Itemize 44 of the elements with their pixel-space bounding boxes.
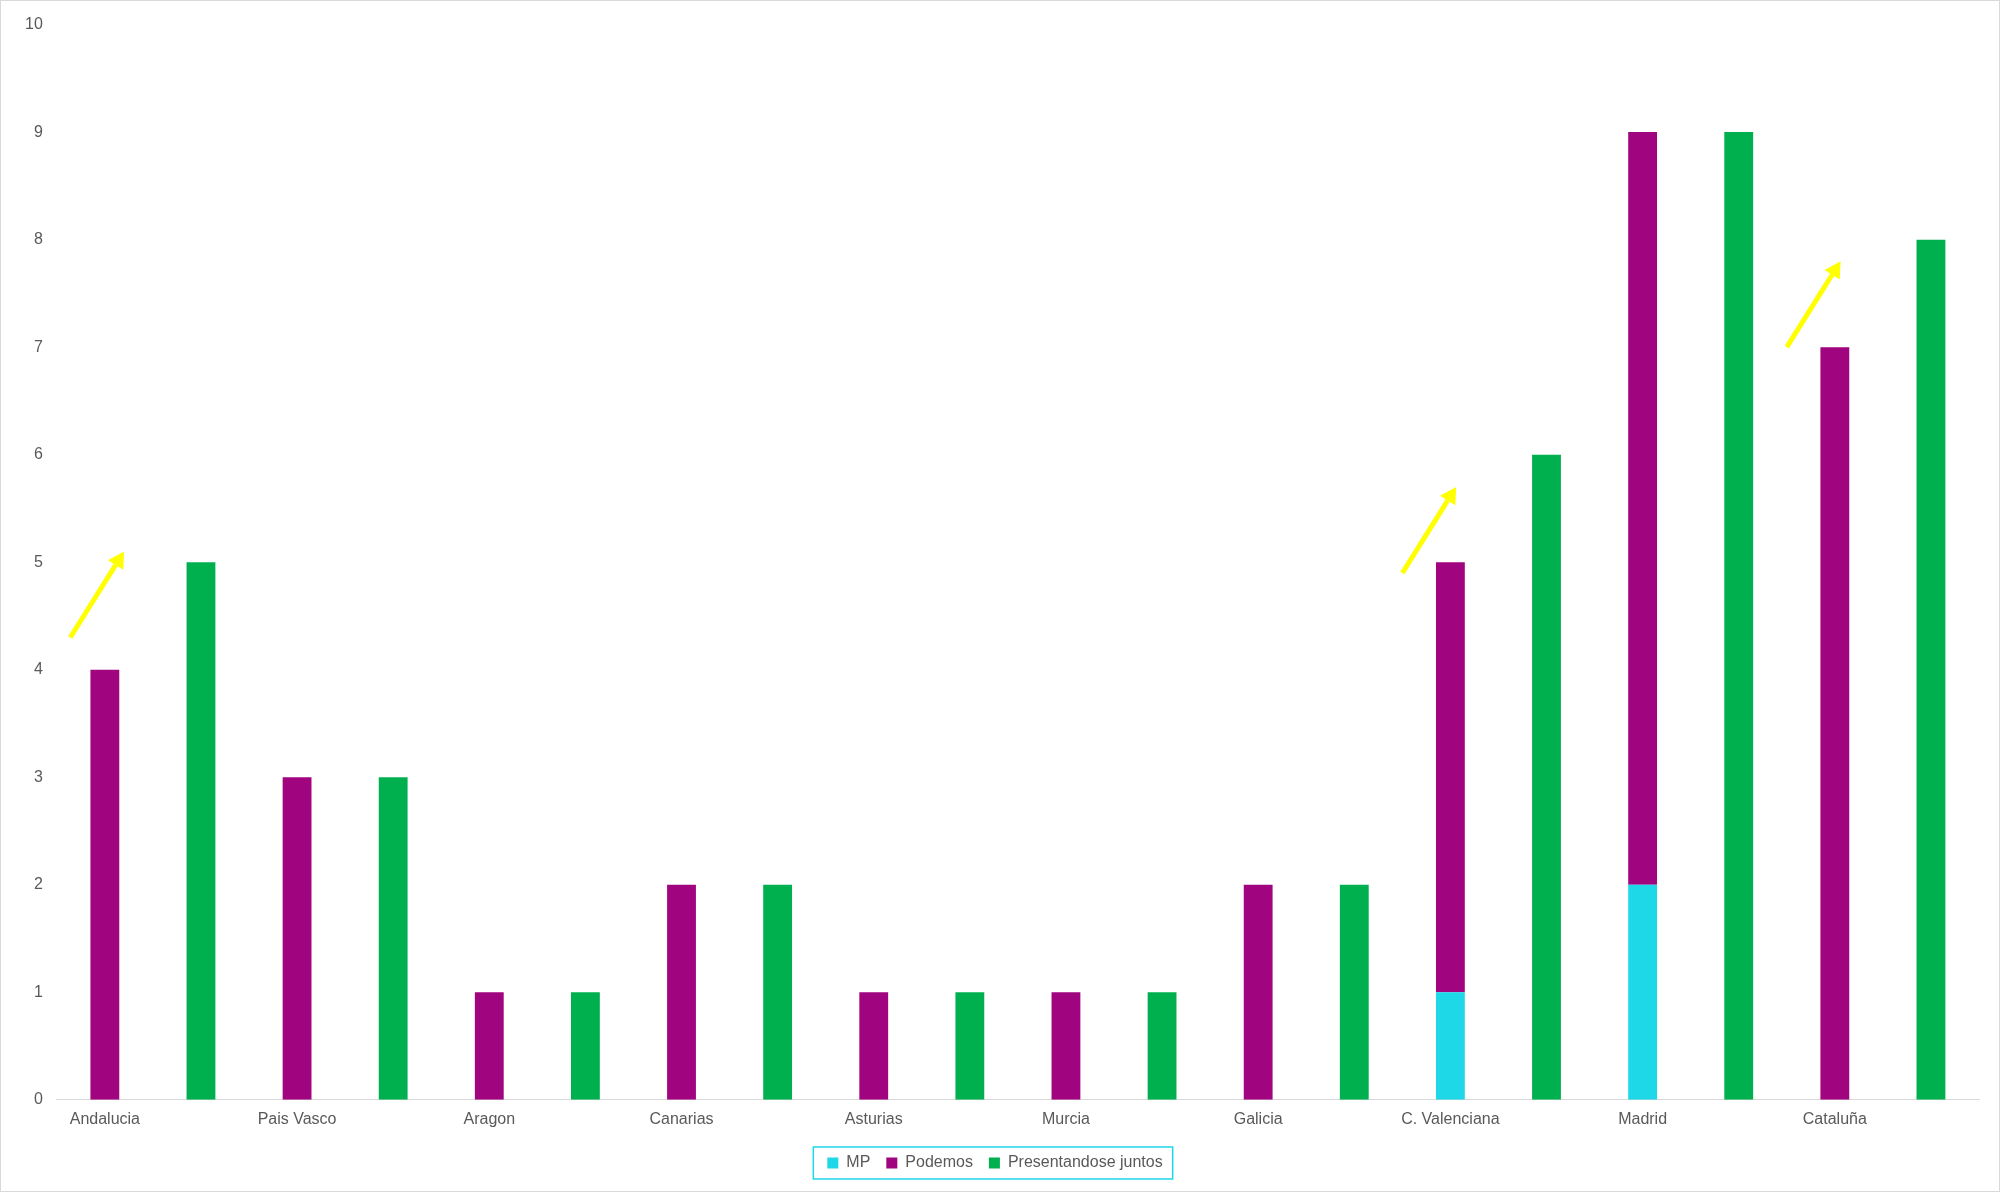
bar (474, 992, 504, 1100)
bar (378, 777, 408, 1100)
bar (763, 884, 793, 1100)
bar (1724, 132, 1754, 1100)
bar (859, 992, 889, 1100)
y-tick-label: 6 (33, 445, 43, 463)
y-tick-label: 9 (33, 122, 43, 140)
y-tick-label: 0 (33, 1090, 43, 1108)
bar (282, 777, 312, 1100)
bar (667, 884, 696, 1100)
legend-label: Podemos (905, 1153, 973, 1171)
y-tick-label: 5 (33, 552, 43, 570)
legend-label: MP (846, 1153, 871, 1171)
legend-label: Presentandose juntos (1007, 1153, 1163, 1171)
x-tick-label: Madrid (1618, 1109, 1668, 1127)
y-tick-label: 8 (33, 230, 43, 248)
x-tick-label: Canarias (649, 1109, 714, 1127)
y-tick-label: 10 (25, 15, 43, 33)
bar (1435, 992, 1465, 1100)
x-tick-label: Galicia (1233, 1109, 1283, 1127)
bar (570, 992, 600, 1100)
bar (1628, 884, 1658, 1100)
y-tick-label: 1 (33, 982, 43, 1000)
x-tick-label: Pais Vasco (257, 1109, 337, 1127)
bar (90, 669, 120, 1100)
bar (186, 562, 216, 1100)
x-tick-label: Andalucia (69, 1109, 141, 1127)
bar (1628, 132, 1658, 885)
y-tick-label: 3 (33, 767, 43, 785)
bar (1243, 884, 1273, 1100)
y-tick-label: 7 (33, 337, 43, 355)
bar (1147, 992, 1177, 1100)
x-tick-label: Murcia (1041, 1109, 1091, 1127)
y-tick-label: 4 (33, 660, 43, 678)
x-tick-label: Cataluña (1802, 1109, 1867, 1127)
y-tick-label: 2 (33, 875, 43, 893)
bar (955, 992, 985, 1100)
bar (1532, 454, 1561, 1100)
x-tick-label: C. Valenciana (1401, 1109, 1500, 1127)
bar (1051, 992, 1081, 1100)
x-tick-label: Asturias (844, 1109, 903, 1127)
bar (1916, 239, 1946, 1100)
bar (1339, 884, 1369, 1100)
x-tick-label: Aragon (463, 1109, 516, 1127)
